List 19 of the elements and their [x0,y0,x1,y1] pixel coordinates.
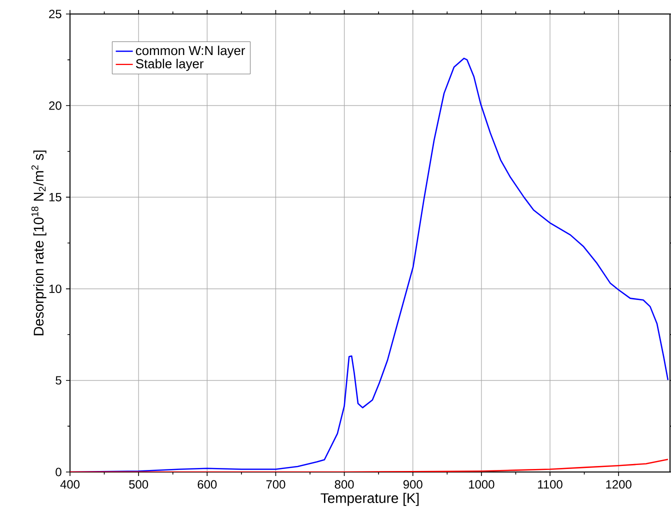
x-tick-label: 400 [60,480,80,489]
x-tick-label: 1200 [606,480,632,489]
legend-label: Stable layer [136,58,204,71]
y-tick-label: 5 [56,376,62,385]
x-tick-label: 1000 [469,480,494,489]
y-axis-title: Desorprion rate [10$^{18}$ N$_{2}$/m$^{2}$ s] [31,150,46,336]
y-tick-label: 25 [49,10,62,18]
x-tick-label: 500 [129,480,148,489]
x-tick-label: 1100 [538,480,562,489]
x-tick-label: 600 [198,480,217,489]
y-tick-label: 15 [49,193,62,202]
x-tick-label: 900 [403,480,422,489]
x-axis-title: Temperature [K] [320,492,419,506]
y-tick-label: 20 [49,101,62,110]
x-tick-label: 800 [334,480,354,489]
x-tick-label: 700 [266,480,286,489]
y-tick-label: 10 [49,284,62,294]
legend-label: common W:N layer [136,46,246,58]
y-tick-label: 0 [56,468,62,476]
